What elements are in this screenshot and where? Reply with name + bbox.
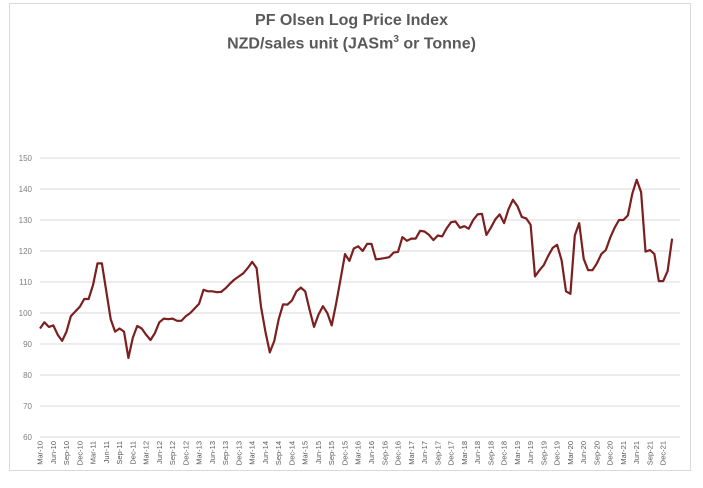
x-tick-label: Sep-16 (380, 441, 389, 465)
x-tick-label: Sep-19 (539, 441, 548, 465)
x-tick-label: Sep-15 (327, 441, 336, 465)
y-tick-label: 120 (19, 247, 33, 256)
x-tick-label: Dec-20 (606, 441, 615, 465)
x-tick-label: Sep-12 (168, 441, 177, 465)
y-tick-label: 110 (19, 278, 32, 287)
x-tick-label: Mar-20 (566, 441, 575, 465)
x-tick-label: Jun-15 (314, 441, 323, 464)
chart-subtitle: NZD/sales unit (JASm3 or Tonne) (0, 34, 703, 53)
chart-frame (9, 3, 691, 471)
series-line (39, 178, 674, 359)
chart-title: PF Olsen Log Price Index (255, 12, 448, 29)
x-tick-label: Sep-11 (115, 441, 124, 465)
y-tick-label: 80 (23, 371, 32, 380)
x-tick-label: Dec-11 (128, 441, 137, 465)
x-tick-label: Sep-17 (433, 441, 442, 465)
x-tick-label: Dec-14 (287, 441, 296, 465)
x-tick-label: Dec-15 (340, 441, 349, 465)
x-tick-label: Dec-19 (553, 441, 562, 465)
x-tick-label: Jun-12 (155, 441, 164, 464)
x-tick-label: Jun-11 (102, 441, 111, 463)
x-tick-label: Jun-19 (526, 441, 535, 464)
y-tick-label: 140 (19, 185, 33, 194)
x-tick-label: Jun-16 (367, 441, 376, 464)
x-tick-label: Dec-18 (500, 441, 509, 465)
x-tick-label: Jun-18 (473, 441, 482, 464)
y-tick-label: 150 (19, 154, 33, 163)
x-tick-label: Mar-17 (407, 441, 416, 465)
x-tick-label: Jun-17 (420, 441, 429, 464)
x-tick-label: Dec-10 (75, 441, 84, 465)
x-tick-label: Sep-14 (274, 441, 283, 465)
x-tick-label: Mar-10 (36, 441, 45, 465)
y-tick-label: 100 (19, 309, 33, 318)
x-tick-label: Jun-10 (49, 441, 58, 464)
x-tick-label: Dec-21 (659, 441, 668, 465)
x-tick-label: Mar-12 (142, 441, 151, 465)
subtitle-main: NZD/sales unit (JASm (227, 35, 394, 53)
x-tick-label: Sep-18 (486, 441, 495, 465)
x-tick-label: Mar-16 (354, 441, 363, 465)
x-tick-label: Mar-11 (89, 441, 98, 464)
y-tick-label: 70 (23, 402, 32, 411)
x-tick-label: Mar-15 (301, 441, 310, 465)
x-tick-label: Mar-18 (460, 441, 469, 465)
y-tick-label: 90 (23, 340, 32, 349)
x-tick-label: Dec-13 (234, 441, 243, 465)
x-tick-label: Sep-13 (221, 441, 230, 465)
x-tick-label: Sep-10 (62, 441, 71, 465)
x-tick-label: Jun-20 (579, 441, 588, 464)
x-tick-label: Sep-20 (592, 441, 601, 465)
y-tick-label: 130 (19, 216, 33, 225)
x-tick-label: Mar-19 (513, 441, 522, 465)
x-tick-label: Sep-21 (645, 441, 654, 465)
x-tick-label: Mar-13 (195, 441, 204, 465)
x-tick-label: Dec-12 (181, 441, 190, 465)
x-tick-label: Mar-21 (619, 441, 628, 465)
x-tick-label: Jun-14 (261, 441, 270, 464)
x-tick-label: Jun-13 (208, 441, 217, 464)
y-tick-label: 60 (23, 433, 32, 442)
x-tick-label: Jun-21 (632, 441, 641, 464)
subtitle-end: or Tonne) (398, 35, 476, 53)
x-tick-label: Dec-17 (447, 441, 456, 465)
x-tick-label: Mar-14 (248, 441, 257, 465)
subtitle-superscript: 3 (393, 34, 399, 45)
x-tick-label: Dec-16 (394, 441, 403, 465)
